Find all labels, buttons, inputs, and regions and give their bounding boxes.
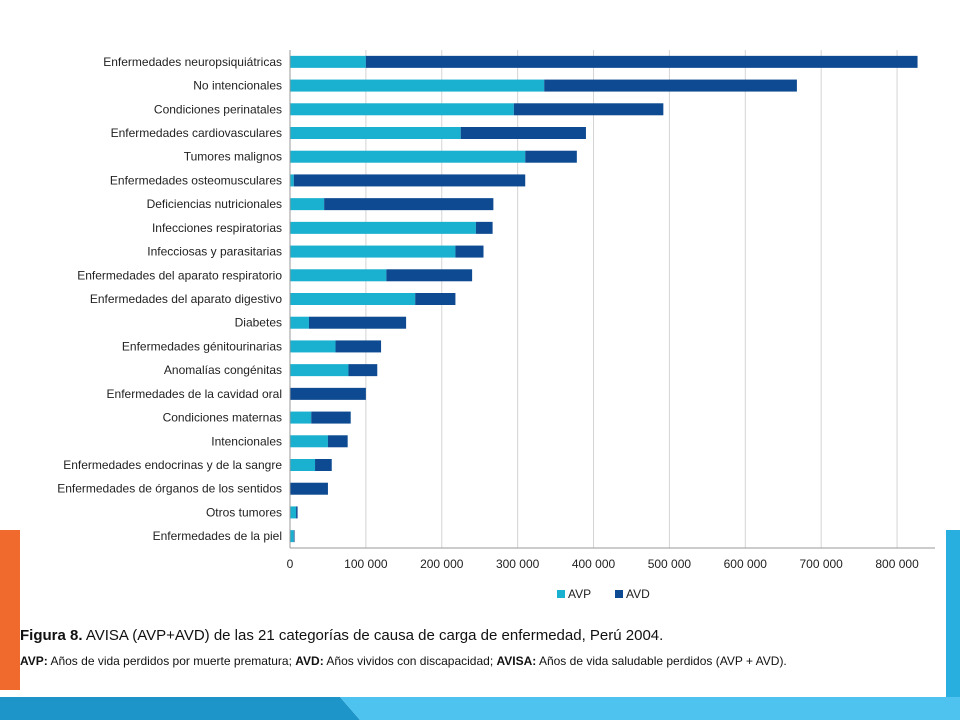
bar-segment-avp <box>290 127 461 139</box>
category-label: Diabetes <box>235 316 282 330</box>
category-label: Enfermedades del aparato respiratorio <box>77 268 282 282</box>
caption-definitions: AVP: Años de vida perdidos por muerte pr… <box>20 652 940 670</box>
category-label: No intencionales <box>193 79 282 93</box>
x-tick-label: 500 000 <box>648 557 692 571</box>
bar-segment-avp <box>290 55 366 68</box>
bar-segment-avp <box>290 79 545 92</box>
x-tick-label: 300 000 <box>496 557 540 571</box>
bar-segment-avd <box>324 198 494 211</box>
category-label: Enfermedades de la piel <box>153 529 282 543</box>
x-tick-label: 600 000 <box>724 557 768 571</box>
bar-segment-avd <box>335 340 382 353</box>
x-tick-label: 400 000 <box>572 557 616 571</box>
category-label: Enfermedades endocrinas y de la sangre <box>63 458 282 472</box>
stacked-bar-chart: Enfermedades neuropsiquiátricas No intenc… <box>57 50 935 601</box>
caption-title: Figura 8. AVISA (AVP+AVD) de las 21 cate… <box>20 626 940 646</box>
figure-caption: Figura 8. AVISA (AVP+AVD) de las 21 cate… <box>20 626 940 670</box>
bar-segment-avd <box>327 435 348 448</box>
avd-definition: Años vividos con discapacidad; <box>323 654 497 668</box>
orange-accent-left <box>0 530 20 690</box>
bar-segment-avd <box>544 79 797 92</box>
bar-segment-avp <box>290 150 526 163</box>
cyan-accent-right <box>946 530 960 720</box>
avp-term: AVP: <box>20 654 48 668</box>
bar-segment-avd <box>293 174 526 187</box>
bar-segment-avp <box>290 293 416 305</box>
bar-segment-avp <box>290 411 312 424</box>
bar-segment-avp <box>290 530 294 543</box>
avp-definition: Años de vida perdidos por muerte prematu… <box>47 654 296 668</box>
avisa-term: AVISA: <box>496 654 537 668</box>
category-label: Deficiencias nutricionales <box>147 197 282 211</box>
bar-segment-avd <box>311 411 351 424</box>
category-label: Infecciosas y parasitarias <box>147 245 282 259</box>
legend: AVP AVD <box>557 587 650 601</box>
bar-segment-avd <box>386 269 473 282</box>
bar-segment-avd <box>293 530 295 543</box>
category-label: Enfermedades de la cavidad oral <box>107 387 282 401</box>
bar-segment-avd <box>348 364 378 377</box>
x-tick-label: 800 000 <box>875 557 919 571</box>
x-tick-label: 0 <box>287 557 294 571</box>
bar-segment-avd <box>296 506 298 519</box>
bar-segment-avp <box>290 221 476 234</box>
bar-segment-avd <box>460 127 586 139</box>
bar-segment-avd <box>525 150 577 163</box>
bar-segment-avd <box>308 316 407 329</box>
bar-segment-avd <box>513 103 664 116</box>
bar-segment-avp <box>290 459 316 471</box>
x-tick-labels: 0 100 000 200 000 300 000 400 000 500 000 600 … <box>287 557 919 571</box>
x-tick-label: 700 000 <box>799 557 843 571</box>
avisa-definition: Años de vida saludable perdidos (AVP + A… <box>536 654 787 668</box>
bar-segment-avd <box>290 387 366 400</box>
bars <box>290 55 918 543</box>
bar-segment-avp <box>290 364 349 377</box>
category-label: Enfermedades neuropsiquiátricas <box>103 55 282 69</box>
bar-segment-avd <box>475 221 493 234</box>
bar-segment-avd <box>415 293 456 305</box>
x-tick-label: 100 000 <box>344 557 388 571</box>
bar-segment-avp <box>290 245 456 258</box>
category-label: Intencionales <box>211 434 282 448</box>
category-label: Otros tumores <box>206 505 282 519</box>
category-label: Infecciones respiratorias <box>152 221 282 235</box>
category-label: Condiciones maternas <box>163 411 282 425</box>
bar-segment-avp <box>290 340 336 353</box>
gridlines <box>365 50 898 548</box>
category-labels: Enfermedades neuropsiquiátricas No intenc… <box>57 55 282 543</box>
x-tick-label: 200 000 <box>420 557 464 571</box>
bar-segment-avd <box>455 245 484 258</box>
category-label: Anomalías congénitas <box>164 363 282 377</box>
category-label: Enfermedades cardiovasculares <box>111 126 282 140</box>
legend-label-avd: AVD <box>626 587 650 601</box>
bar-segment-avp <box>290 198 325 211</box>
category-label: Enfermedades osteomusculares <box>110 173 282 187</box>
bar-segment-avp <box>290 174 294 187</box>
bar-segment-avd <box>365 55 918 68</box>
bar-segment-avp <box>290 103 514 116</box>
bar-segment-avp <box>290 316 309 329</box>
bar-segment-avp <box>290 506 297 519</box>
category-label: Condiciones perinatales <box>154 102 282 116</box>
bottom-stripe-light <box>340 697 960 720</box>
category-label: Enfermedades génitourinarias <box>122 339 282 353</box>
figure-text: AVISA (AVP+AVD) de las 21 categorías de … <box>82 627 664 644</box>
figure-label: Figura 8. <box>20 627 83 644</box>
category-label: Enfermedades de órganos de los sentidos <box>57 482 282 496</box>
category-label: Tumores malignos <box>184 150 282 164</box>
legend-label-avp: AVP <box>568 587 591 601</box>
bottom-stripe-dark <box>0 697 360 720</box>
legend-swatch-avp <box>557 590 565 598</box>
bar-segment-avp <box>290 435 328 448</box>
bar-segment-avd <box>315 459 332 471</box>
bar-segment-avd <box>290 482 328 495</box>
bar-segment-avp <box>290 269 387 282</box>
legend-swatch-avd <box>615 590 623 598</box>
category-label: Enfermedades del aparato digestivo <box>90 292 282 306</box>
avd-term: AVD: <box>295 654 324 668</box>
